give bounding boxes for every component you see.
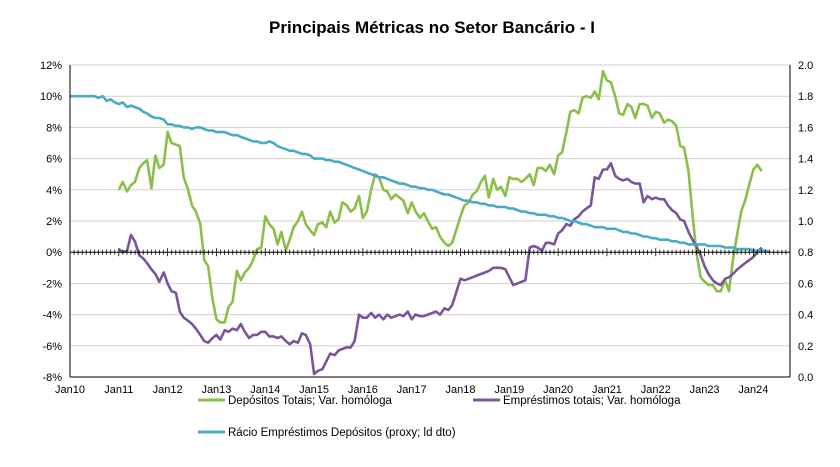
x-tick-label: Jan13 [201, 384, 231, 396]
y-left-tick-label: -6% [42, 341, 62, 353]
y-left-tick-label: 12% [40, 60, 62, 72]
x-tick-label: Jan21 [592, 384, 622, 396]
series-layer [70, 69, 770, 376]
y-left-tick-label: 10% [40, 91, 62, 103]
x-tick-label: Jan23 [690, 384, 720, 396]
y-right-tick-label: 1.6 [798, 122, 813, 134]
x-tick-label: Jan24 [738, 384, 768, 396]
y-left-tick-label: 4% [46, 185, 62, 197]
x-tick-label: Jan11 [104, 384, 133, 396]
y-left-tick-label: 6% [46, 154, 62, 166]
x-tick-label: Jan16 [348, 384, 378, 396]
x-tick-label: Jan17 [397, 384, 427, 396]
y-left-tick-label: -8% [42, 372, 62, 384]
x-tick-label: Jan22 [641, 384, 671, 396]
x-tick-label: Jan10 [55, 384, 85, 396]
x-tick-label: Jan20 [543, 384, 573, 396]
y-right-tick-label: 0.6 [798, 278, 813, 290]
chart-title: Principais Métricas no Setor Bancário - … [269, 18, 595, 37]
x-tick-label: Jan14 [250, 384, 280, 396]
y-right-tick-label: 1.0 [798, 216, 813, 228]
legend-label-1: Depósitos Totais; Var. homóloga [228, 395, 392, 407]
axes-layer: -8% -6% -4% -2% 0% 2% 4% 6% 8% 10% 12% 0.0 0.2 0.4 0.6… [40, 60, 813, 396]
y-left-tick-label: 2% [46, 216, 62, 228]
legend-label-3: Rácio Empréstimos Depósitos (proxy; ld d… [228, 427, 456, 439]
y-right-tick-label: 1.8 [798, 91, 813, 103]
series-line-2 [117, 162, 763, 376]
y-right-tick-label: 1.2 [798, 185, 813, 197]
y-left-tick-label: -2% [42, 278, 62, 290]
y-left-tick-label: 8% [46, 122, 62, 134]
y-right-tick-label: 1.4 [798, 154, 813, 166]
y-right-tick-label: 0.2 [798, 341, 813, 353]
legend-label-2: Empréstimos totais; Var. homóloga [503, 395, 681, 407]
legend: Depósitos Totais; Var. homóloga Empréstim… [198, 395, 681, 439]
x-tick-label: Jan19 [494, 384, 524, 396]
x-tick-label: Jan12 [153, 384, 183, 396]
y-right-tick-label: 2.0 [798, 60, 813, 72]
y-left-tick-label: 0% [46, 247, 62, 259]
x-tick-label: Jan18 [446, 384, 476, 396]
series-line-1 [117, 69, 763, 324]
y-right-tick-label: 0.8 [798, 247, 813, 259]
x-tick-label: Jan15 [299, 384, 329, 396]
y-left-tick-label: -4% [42, 310, 62, 322]
series-line-3 [70, 94, 770, 254]
y-right-tick-label: 0.4 [798, 310, 813, 322]
y-right-tick-label: 0.0 [798, 372, 813, 384]
